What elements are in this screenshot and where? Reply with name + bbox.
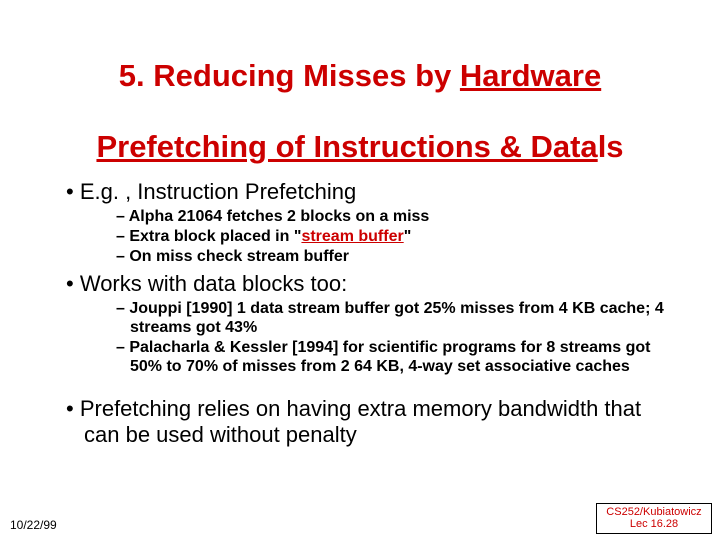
bullet-2b: Palacharla & Kessler [1994] for scientif…	[58, 338, 672, 376]
slide: 5. Reducing Misses by Hardware Prefetchi…	[0, 0, 720, 540]
bullet-1: E.g. , Instruction Prefetching	[58, 179, 672, 205]
title-line1-ul: Hardware	[460, 58, 601, 93]
bullet-3: Prefetching relies on having extra memor…	[58, 396, 672, 449]
title-line1-pre: 5. Reducing Misses by	[119, 58, 460, 93]
spacer	[58, 378, 672, 392]
footer-course-line2: Lec 16.28	[630, 518, 678, 530]
title-line2-post: ls	[598, 129, 624, 164]
slide-title: 5. Reducing Misses by Hardware Prefetchi…	[28, 22, 692, 165]
bullet-1c: On miss check stream buffer	[58, 247, 672, 266]
bullet-1a: Alpha 21064 fetches 2 blocks on a miss	[58, 207, 672, 226]
bullet-1b-ul: stream buffer	[301, 228, 403, 245]
footer-course: CS252/Kubiatowicz Lec 16.28	[596, 503, 712, 534]
slide-body: E.g. , Instruction Prefetching Alpha 210…	[28, 179, 692, 449]
bullet-2a: Jouppi [1990] 1 data stream buffer got 2…	[58, 299, 672, 337]
bullet-1b-pre: Extra block placed in "	[129, 228, 301, 245]
bullet-1b: Extra block placed in "stream buffer"	[58, 227, 672, 246]
footer-course-line1: CS252/Kubiatowicz	[606, 506, 701, 518]
bullet-1b-post: "	[404, 228, 412, 245]
title-line2-ul: Prefetching of Instructions & Data	[96, 129, 597, 164]
bullet-2: Works with data blocks too:	[58, 271, 672, 297]
footer-date: 10/22/99	[10, 518, 57, 532]
